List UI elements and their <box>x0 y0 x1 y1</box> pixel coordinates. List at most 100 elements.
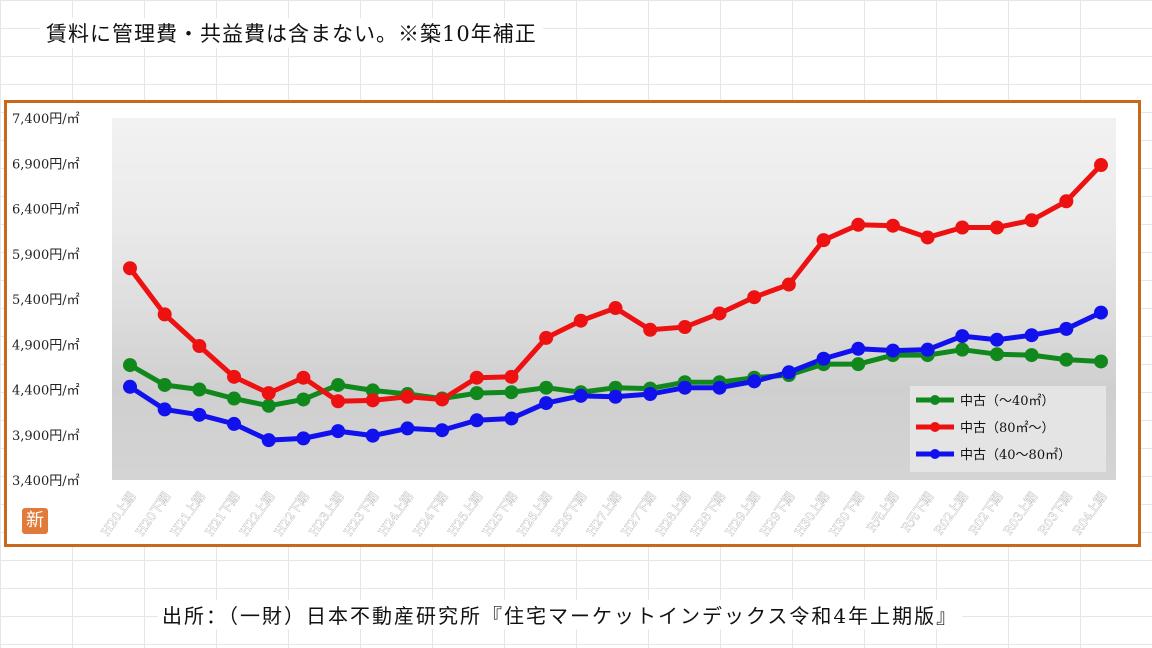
series-1-point <box>781 277 796 292</box>
series-1-point <box>1094 158 1108 173</box>
x-tick-label: R02上期 <box>932 490 971 538</box>
y-tick-label: 5,900円/㎡ <box>12 248 80 263</box>
x-tick-label: R03下期 <box>1036 490 1075 538</box>
series-0-point <box>157 377 172 392</box>
series-0-point <box>539 380 554 395</box>
series-2-point <box>504 411 519 426</box>
legend-marker-2 <box>930 449 940 459</box>
series-1-point <box>331 394 346 409</box>
series-2-point <box>1059 321 1074 336</box>
series-0-point <box>955 342 970 357</box>
series-0-point <box>989 347 1004 362</box>
series-1-point <box>296 370 311 385</box>
series-2-point <box>851 341 866 356</box>
series-2-point <box>296 431 311 446</box>
x-tick-label: R元上期 <box>864 490 901 535</box>
series-1-point <box>955 220 970 235</box>
y-axis-labels: 3,400円/㎡ 3,900円/㎡ 4,400円/㎡ 4,900円/㎡ 5,400円/㎡… <box>12 112 80 489</box>
y-tick-label: 4,900円/㎡ <box>12 338 80 353</box>
x-tick-label: R02下期 <box>966 490 1005 538</box>
series-1-point <box>1059 194 1074 209</box>
series-0-point <box>261 398 276 413</box>
series-0-point <box>1024 348 1039 363</box>
series-2-point <box>192 407 207 422</box>
x-axis-labels: H20上期H20下期H21上期H21下期H22上期H22下期H23上期H23下期… <box>98 489 1110 539</box>
series-0-point <box>1059 352 1074 367</box>
series-2-point <box>261 433 276 448</box>
series-0-point <box>192 382 207 397</box>
series-2-point <box>643 387 658 402</box>
series-0-point <box>227 391 242 406</box>
series-1-point <box>469 370 484 385</box>
series-2-point <box>435 423 450 438</box>
series-2-point <box>747 374 762 389</box>
series-2-point <box>608 389 623 404</box>
series-2-point <box>227 416 242 431</box>
series-2-point <box>712 380 727 395</box>
y-tick-label: 6,400円/㎡ <box>12 203 80 218</box>
source-note: 出所：（一財）日本不動産研究所『住宅マーケットインデックス令和4年上期版』 <box>158 600 963 629</box>
series-2-point <box>920 342 935 357</box>
series-line-1 <box>128 163 1103 404</box>
series-1-point <box>261 386 276 401</box>
series-1-point <box>851 217 866 232</box>
series-1-point <box>885 218 900 233</box>
series-2-point <box>400 421 415 436</box>
series-2-point <box>539 396 554 411</box>
series-1-point <box>123 261 137 276</box>
x-tick-label: H30下期 <box>827 490 867 539</box>
series-2-point <box>123 379 137 394</box>
series-1-point <box>365 393 380 408</box>
series-1-point <box>539 330 554 345</box>
y-tick-label: 6,900円/㎡ <box>12 157 80 172</box>
series-2-point <box>331 424 346 439</box>
y-tick-label: 3,400円/㎡ <box>12 474 80 489</box>
series-0-point <box>331 377 346 392</box>
y-tick-label: 3,900円/㎡ <box>12 429 80 444</box>
series-1-point <box>504 369 519 384</box>
series-1-point <box>157 307 172 322</box>
series-2-point <box>989 332 1004 347</box>
legend-label: 中古（40～80㎡） <box>960 448 1071 463</box>
series-1-point <box>920 230 935 245</box>
series-0-point <box>504 385 519 400</box>
series-2-point <box>955 329 970 344</box>
series-2-point <box>677 380 692 395</box>
series-1-point <box>573 313 588 328</box>
series-1-point <box>1024 213 1039 228</box>
x-tick-label: R元下期 <box>899 490 936 535</box>
series-2-point <box>816 351 831 366</box>
legend-marker-1 <box>930 422 940 432</box>
series-2-point <box>781 365 796 380</box>
legend-label: 中古（～40㎡） <box>960 394 1055 409</box>
x-tick-label: R03上期 <box>1001 490 1040 538</box>
series-1-point <box>435 392 450 407</box>
legend-label: 中古（80㎡～） <box>960 421 1055 436</box>
series-0-point <box>365 383 380 398</box>
series-2-point <box>1024 328 1039 343</box>
series-points <box>123 158 1108 448</box>
series-2-point <box>1094 305 1108 320</box>
series-0-point <box>123 358 137 373</box>
series-1-point <box>192 339 207 354</box>
y-tick-label: 7,400円/㎡ <box>12 112 80 127</box>
series-1-point <box>608 301 623 316</box>
series-1-point <box>400 389 415 404</box>
series-2-point <box>469 413 484 428</box>
series-0-point <box>1094 354 1108 369</box>
series-0-point <box>469 386 484 401</box>
series-1-point <box>747 290 762 305</box>
legend: 中古（～40㎡） 中古（80㎡～） 中古（40～80㎡） <box>910 386 1106 472</box>
series-1-point <box>643 322 658 337</box>
x-tick-label: R04上期 <box>1070 490 1109 538</box>
series-0-point <box>296 392 311 407</box>
new-badge: 新 <box>22 508 48 534</box>
series-1-point <box>989 220 1004 235</box>
series-1-point <box>712 306 727 321</box>
header-note: 賃料に管理費・共益費は含まない。※築10年補正 <box>40 18 543 48</box>
legend-marker-0 <box>930 395 940 405</box>
series-0-point <box>851 357 866 372</box>
series-1-point <box>816 233 831 248</box>
series-1-point <box>677 320 692 335</box>
